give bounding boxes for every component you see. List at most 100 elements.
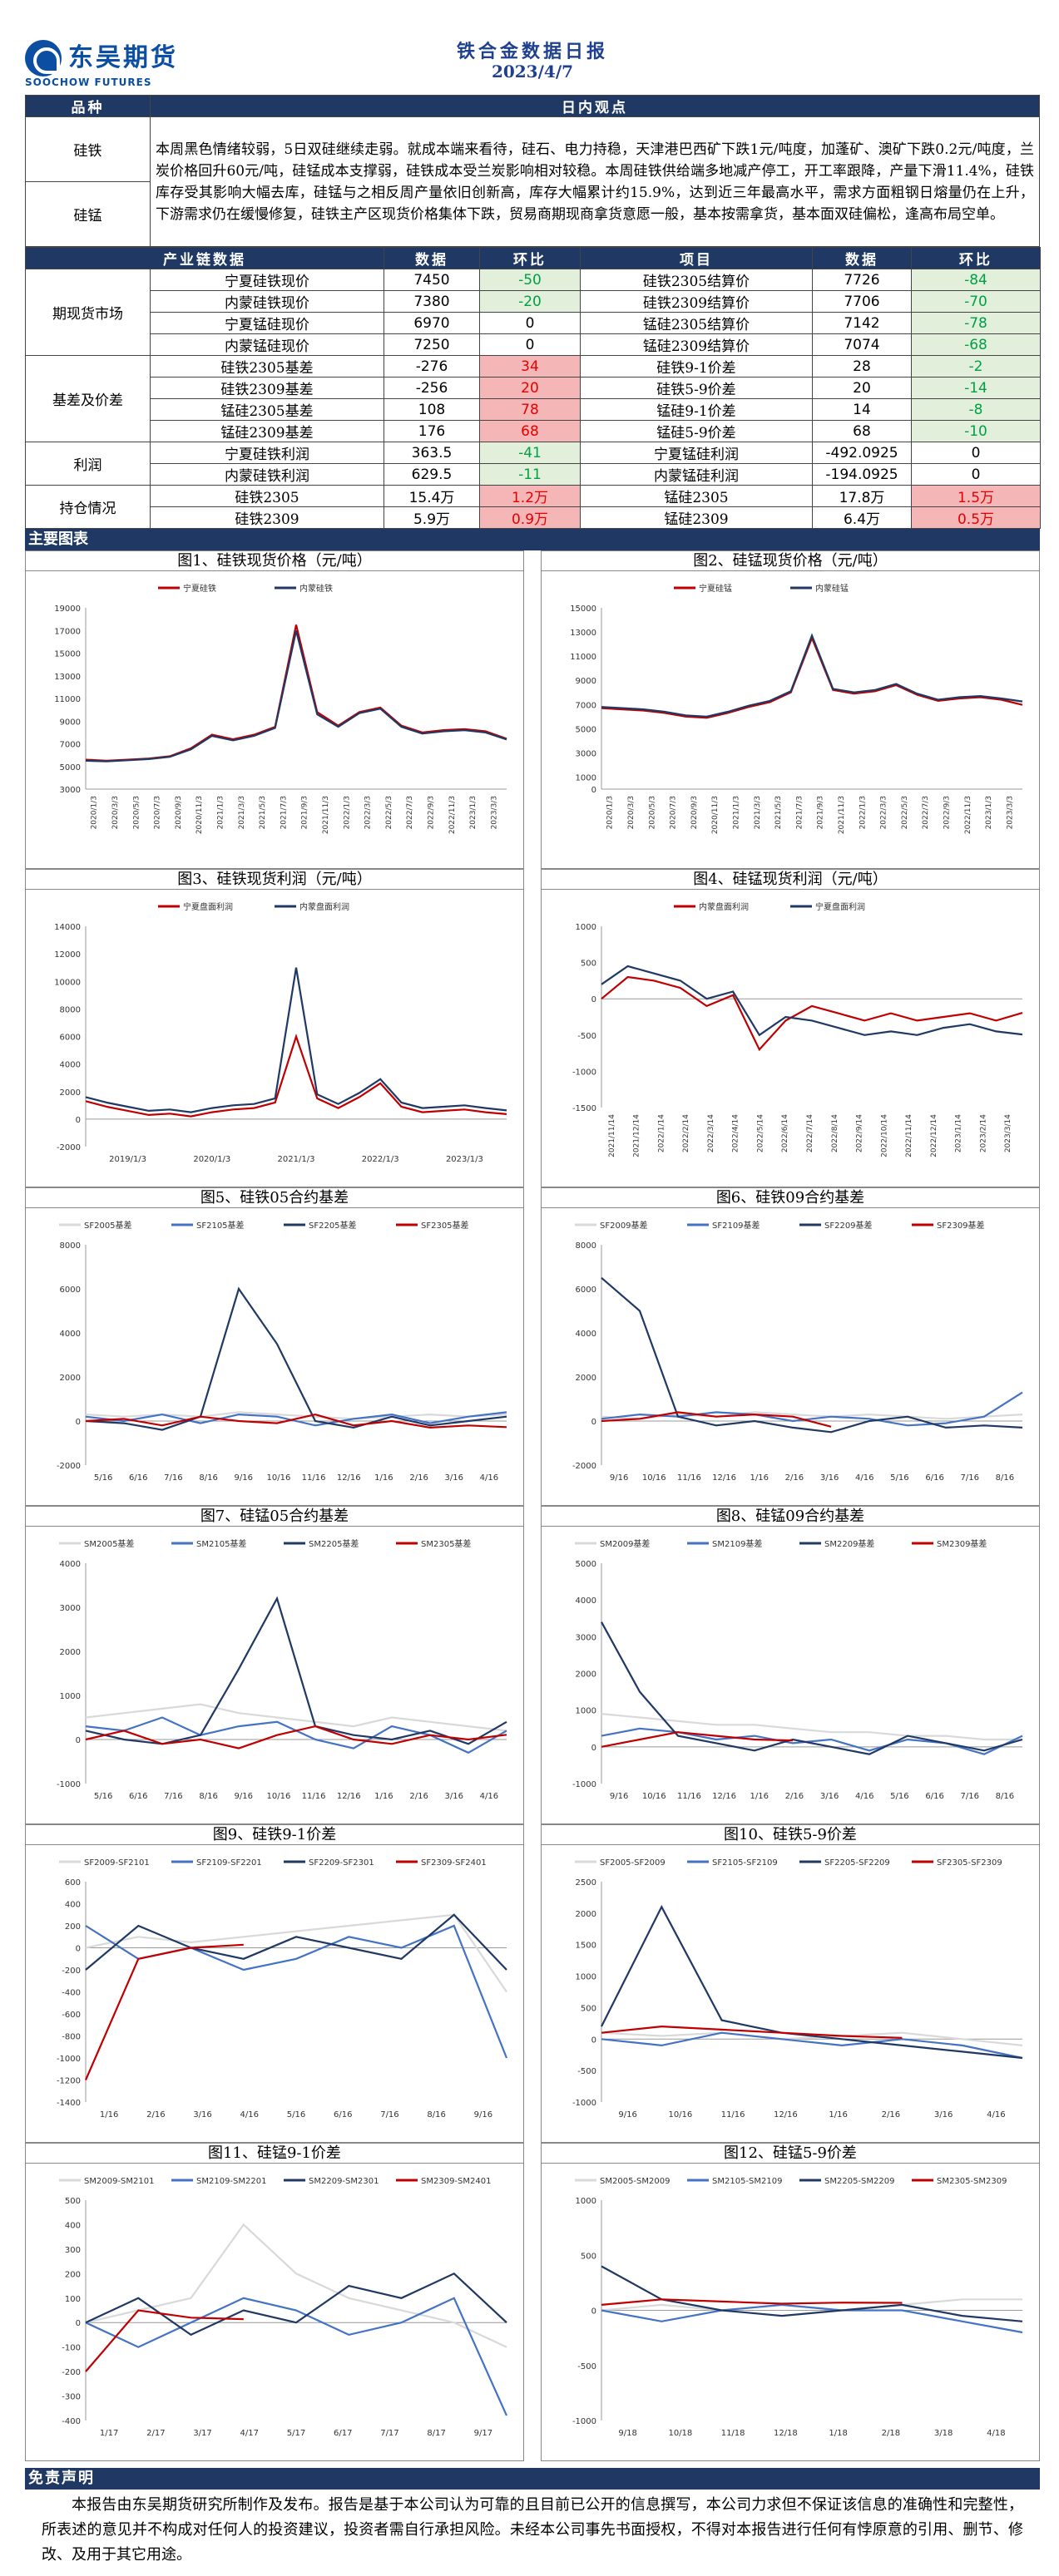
- svg-text:SF2309-SF2401: SF2309-SF2401: [421, 1858, 487, 1868]
- y-tick-label: 19000: [54, 605, 81, 614]
- svg-text:SF2009基差: SF2009基差: [600, 1220, 648, 1231]
- item-label: 宁夏硅铁利润: [150, 442, 384, 464]
- series-line: [84, 1943, 244, 2080]
- svg-text:SM2305-SM2309: SM2305-SM2309: [937, 2177, 1007, 2186]
- item-label: 宁夏锰硅利润: [580, 442, 813, 464]
- industry-header: 环比: [479, 247, 581, 269]
- x-tick-label: 2021/11/3: [838, 796, 846, 834]
- x-tick-label: 11/18: [721, 2429, 745, 2438]
- y-tick-label: -500: [577, 1032, 596, 1041]
- line-chart: SM2005-SM2009 SM2105-SM2109 SM2205-SM2209 S…: [572, 2177, 1023, 2438]
- legend-item: 宁夏盘面利润: [790, 901, 865, 912]
- series-line: [601, 1731, 794, 1748]
- x-tick-label: 3/18: [934, 2429, 953, 2438]
- series-line: [85, 630, 507, 762]
- y-tick-label: 7000: [576, 701, 596, 710]
- x-tick-label: 2/17: [146, 2429, 165, 2438]
- table-row: 硅铁2309基差 -256 20 硅铁5-9价差 20 -14: [26, 377, 1041, 399]
- line-chart: SF2009-SF2101 SF2109-SF2201 SF2209-SF2301 S…: [57, 1858, 508, 2120]
- item-label: 锰硅2305基差: [150, 398, 384, 421]
- svg-text:SM2309基差: SM2309基差: [937, 1538, 987, 1549]
- item-value: 15.4万: [384, 485, 480, 507]
- item-value: 20: [812, 377, 912, 399]
- svg-text:SM2005-SM2009: SM2005-SM2009: [600, 2177, 670, 2186]
- x-tick-label: 2020/9/3: [175, 796, 183, 829]
- x-tick-label: 10/16: [267, 1473, 291, 1483]
- y-tick-label: -500: [577, 2362, 596, 2371]
- chart-title: 图3、硅铁现货利润（元/吨）: [26, 870, 523, 890]
- item-value: 7706: [812, 290, 912, 313]
- y-tick-label: 1000: [576, 1973, 596, 1982]
- y-tick-label: 3000: [576, 1633, 596, 1642]
- y-tick-label: 3000: [60, 786, 81, 795]
- x-tick-label: 1/16: [100, 2110, 118, 2120]
- legend-item: 内蒙硅锰: [790, 583, 849, 594]
- y-tick-label: 100: [65, 2295, 81, 2304]
- x-tick-label: 2023/1/3: [985, 796, 993, 829]
- item-value: 7450: [384, 269, 480, 291]
- x-tick-label: 2/16: [785, 1473, 804, 1483]
- legend-item: SF2309基差: [912, 1220, 985, 1231]
- series-line: [85, 1703, 507, 1732]
- item-value: 363.5: [384, 442, 480, 464]
- x-tick-label: 2021/9/3: [817, 796, 825, 829]
- x-tick-label: 9/16: [618, 2110, 636, 2120]
- y-tick-label: 4000: [60, 1560, 81, 1569]
- legend-item: SF2209-SF2301: [284, 1858, 374, 1868]
- x-tick-label: 4/16: [855, 1473, 873, 1483]
- table-row: 期现货市场 宁夏硅铁现价 7450 -50 硅铁2305结算价 7726 -84: [25, 269, 1041, 356]
- x-tick-label: 8/16: [199, 1473, 217, 1483]
- svg-text:SF2009-SF2101: SF2009-SF2101: [84, 1858, 150, 1868]
- item-label: 硅铁2305结算价: [580, 269, 813, 291]
- x-tick-label: 2023/2/14: [979, 1114, 987, 1152]
- legend-item: 内蒙盘面利润: [674, 901, 749, 912]
- series-line: [601, 2031, 1023, 2060]
- y-tick-label: 500: [581, 2004, 596, 2013]
- x-tick-label: 2021/5/3: [259, 796, 267, 829]
- x-tick-label: 2022/3/14: [707, 1114, 715, 1152]
- y-tick-label: -1000: [572, 2417, 596, 2426]
- series-line: [85, 1725, 507, 1749]
- svg-text:SM2309-SM2401: SM2309-SM2401: [421, 2177, 491, 2186]
- item-change: 78: [479, 398, 581, 421]
- item-label: 内蒙硅铁现价: [150, 290, 384, 313]
- svg-text:宁夏盘面利润: 宁夏盘面利润: [183, 901, 233, 912]
- x-tick-label: 2020/11/3: [711, 796, 720, 834]
- x-tick-label: 2020/1/3: [193, 1155, 230, 1164]
- table-row: 利润 宁夏硅铁利润 363.5 -41 宁夏锰硅利润 -492.0925 0: [25, 442, 1041, 486]
- view-table: 品种 日内观点 硅铁 本周黑色情绪较弱，5日双硅继续走弱。就成本端来看待，硅石、…: [25, 95, 1040, 247]
- x-tick-label: 2022/7/14: [806, 1114, 814, 1152]
- x-tick-label: 2023/3/3: [1006, 796, 1014, 829]
- x-tick-label: 2022/1/14: [657, 1114, 666, 1152]
- y-tick-label: 9000: [576, 677, 596, 686]
- legend-item: SF2205-SF2209: [799, 1858, 890, 1868]
- series-line: [85, 624, 507, 762]
- y-tick-label: 1000: [576, 923, 596, 932]
- svg-text:宁夏硅铁: 宁夏硅铁: [183, 583, 216, 594]
- legend-item: SM2309-SM2401: [396, 2177, 491, 2186]
- x-tick-label: 2021/1/3: [278, 1155, 315, 1164]
- series-line: [85, 967, 507, 1113]
- legend-item: SF2005基差: [59, 1220, 132, 1231]
- x-tick-label: 2020/3/3: [627, 796, 636, 829]
- legend-item: 宁夏硅铁: [158, 583, 216, 594]
- item-change: -11: [479, 463, 581, 486]
- disclaimer: 免责声明 本报告由东吴期货研究所制作及发布。报告是基于本公司认为可靠的且目前已公…: [25, 2468, 1040, 2576]
- x-tick-label: 2020/7/3: [154, 796, 162, 829]
- y-tick-label: -500: [577, 2067, 596, 2076]
- item-label: 内蒙锰硅利润: [580, 463, 813, 486]
- svg-text:SM2009-SM2101: SM2009-SM2101: [84, 2177, 154, 2186]
- y-tick-label: 3000: [576, 749, 596, 758]
- x-tick-label: 2021/1/3: [732, 796, 740, 829]
- series-line: [601, 2031, 1023, 2046]
- chart-title: 图5、硅铁05合约基差: [26, 1188, 523, 1208]
- line-chart: 宁夏盘面利润 内蒙盘面利润 -2000 0 2000 4000 6000 8000 10000 1…: [54, 901, 507, 1164]
- y-tick-label: -1500: [572, 1104, 596, 1113]
- group-label: 基差及价差: [25, 355, 151, 442]
- series-line: [601, 1276, 1023, 1434]
- brand-name-en: SOOCHOW FUTURES: [25, 76, 152, 88]
- x-tick-label: 9/16: [610, 1473, 628, 1483]
- x-tick-label: 2021/11/14: [608, 1114, 616, 1157]
- svg-text:宁夏盘面利润: 宁夏盘面利润: [815, 901, 865, 912]
- industry-header: 产业链数据: [25, 247, 384, 269]
